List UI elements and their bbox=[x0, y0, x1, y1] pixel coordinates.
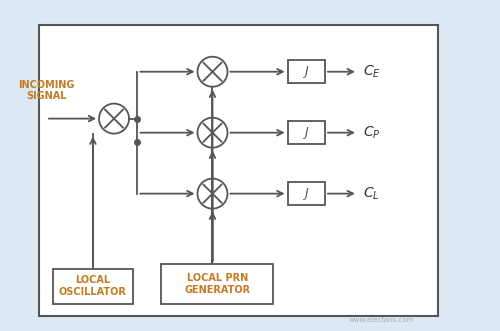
Text: INCOMING
SIGNAL: INCOMING SIGNAL bbox=[18, 80, 74, 101]
FancyBboxPatch shape bbox=[288, 60, 325, 83]
Text: J: J bbox=[304, 65, 308, 78]
Text: J: J bbox=[304, 187, 308, 200]
Text: LOCAL
OSCILLATOR: LOCAL OSCILLATOR bbox=[59, 275, 127, 297]
FancyBboxPatch shape bbox=[288, 182, 325, 205]
Text: www.elecfans.com: www.elecfans.com bbox=[349, 316, 414, 323]
FancyBboxPatch shape bbox=[39, 25, 438, 315]
FancyBboxPatch shape bbox=[288, 121, 325, 144]
Text: J: J bbox=[304, 126, 308, 139]
Text: $C_E$: $C_E$ bbox=[362, 64, 380, 80]
Text: LOCAL PRN
GENERATOR: LOCAL PRN GENERATOR bbox=[184, 273, 250, 295]
FancyBboxPatch shape bbox=[53, 269, 133, 304]
Text: $C_L$: $C_L$ bbox=[362, 185, 379, 202]
Text: $C_P$: $C_P$ bbox=[362, 124, 380, 141]
FancyBboxPatch shape bbox=[161, 264, 274, 304]
